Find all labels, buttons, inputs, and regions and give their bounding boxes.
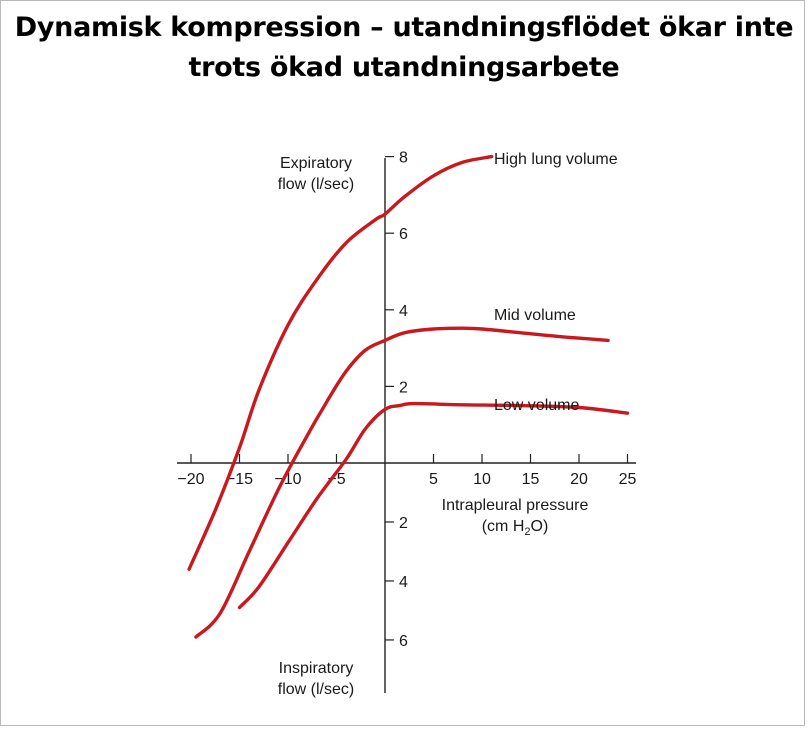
x-label-line2-suffix: O) bbox=[531, 518, 549, 535]
x-label-line1: Intrapleural pressure bbox=[442, 497, 589, 514]
axis-labels: Expiratory flow (l/sec) Inspiratory flow… bbox=[278, 155, 589, 698]
x-tick-label: 10 bbox=[473, 471, 491, 488]
x-tick-label: −5 bbox=[327, 471, 345, 488]
y-tick-label: 2 bbox=[399, 515, 408, 532]
title-line-2: trots ökad utandningsarbete bbox=[188, 52, 620, 83]
x-tick-label: 15 bbox=[522, 471, 540, 488]
y-tick-label: 6 bbox=[399, 226, 408, 243]
series-label-low: Low volume bbox=[494, 397, 579, 414]
y-tick-label: 2 bbox=[399, 379, 408, 396]
x-tick-label: −15 bbox=[226, 471, 253, 488]
y-label-bottom-line1: Inspiratory bbox=[279, 660, 354, 677]
x-label-line2: (cm H2O) bbox=[482, 518, 549, 538]
slide-title: Dynamisk kompression – utandningsflödet … bbox=[0, 8, 808, 88]
x-label-line2-sub: 2 bbox=[524, 526, 530, 538]
y-label-top-line2: flow (l/sec) bbox=[278, 176, 354, 193]
y-tick-label: 4 bbox=[399, 574, 408, 591]
series-line-high bbox=[187, 154, 494, 571]
x-tick-label: 5 bbox=[429, 471, 438, 488]
axes bbox=[177, 158, 636, 693]
series-lines bbox=[187, 154, 630, 639]
series-label-mid: Mid volume bbox=[494, 307, 576, 324]
x-tick-label: 20 bbox=[570, 471, 588, 488]
x-label-line2-prefix: (cm H bbox=[482, 518, 525, 535]
x-tick-label: 25 bbox=[619, 471, 637, 488]
series-line-mid bbox=[194, 326, 610, 639]
series-line-low bbox=[237, 401, 630, 610]
y-label-bottom-line2: flow (l/sec) bbox=[278, 681, 354, 698]
y-tick-label: 4 bbox=[399, 303, 408, 320]
x-tick-label: −20 bbox=[177, 471, 204, 488]
y-tick-label: 8 bbox=[399, 150, 408, 167]
tick-marks bbox=[190, 156, 629, 641]
series-labels: High lung volume Mid volume Low volume bbox=[494, 151, 618, 414]
y-tick-label: 6 bbox=[399, 633, 408, 650]
title-line-1: Dynamisk kompression – utandningsflödet … bbox=[14, 12, 794, 43]
series-label-high: High lung volume bbox=[494, 151, 618, 168]
y-label-top-line1: Expiratory bbox=[280, 155, 352, 172]
